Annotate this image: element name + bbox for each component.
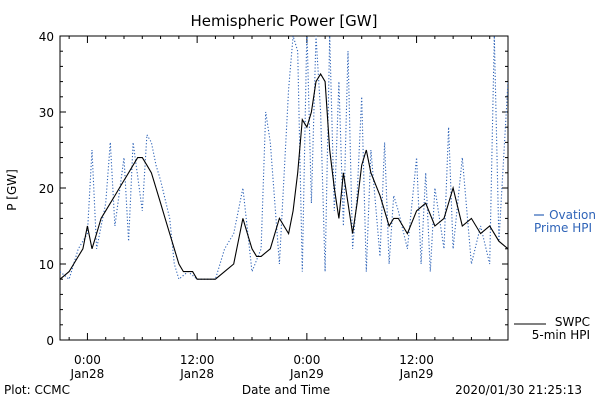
x-tick-date-label: Jan28: [70, 367, 105, 381]
x-tick-time-label: 12:00: [180, 353, 215, 367]
plot-frame: [59, 35, 509, 341]
axes: 0102030400:00Jan2812:00Jan280:00Jan2912:…: [39, 30, 509, 381]
x-tick-date-label: Jan28: [179, 367, 214, 381]
x-tick-time-label: 0:00: [293, 353, 320, 367]
y-tick-label: 30: [39, 106, 54, 120]
series-group: [60, 36, 508, 281]
legend-ovation-label-2: Prime HPI: [534, 221, 592, 235]
y-tick-label: 40: [39, 30, 54, 44]
x-tick-time-label: 0:00: [74, 353, 101, 367]
y-tick-label: 0: [46, 334, 54, 348]
x-axis-label: Date and Time: [242, 383, 330, 397]
x-tick-time-label: 12:00: [399, 353, 434, 367]
x-tick-date-label: Jan29: [289, 367, 324, 381]
y-tick-label: 20: [39, 182, 54, 196]
chart-title: Hemispheric Power [GW]: [191, 12, 378, 30]
y-axis-label: P [GW]: [5, 169, 19, 211]
plot-credit: Plot: CCMC: [4, 383, 70, 397]
plot-timestamp: 2020/01/30 21:25:13: [455, 383, 582, 397]
legend-swpc-label-2: 5-min HPI: [532, 328, 590, 342]
y-tick-label: 10: [39, 258, 54, 272]
legend-ovation-label-1: Ovation: [549, 208, 596, 222]
x-tick-date-label: Jan29: [399, 367, 434, 381]
swpc-hpi-line: [60, 72, 508, 280]
ovation-prime-line: [60, 36, 508, 281]
legend-swpc-label-1: SWPC: [555, 315, 590, 329]
